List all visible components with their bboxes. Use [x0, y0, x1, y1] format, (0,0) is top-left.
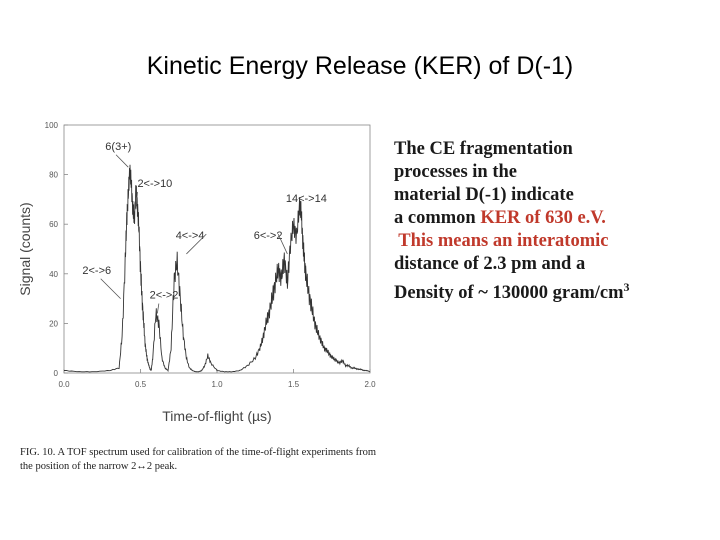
cube-superscript: 3	[623, 280, 630, 294]
y-tick-label: 80	[49, 171, 58, 180]
text-line-7-pre: Density of ~ 130000 gram/cm	[394, 283, 624, 304]
y-axis-label: Signal (counts)	[17, 202, 33, 295]
x-tick-label: 0.5	[135, 380, 147, 389]
text-line-5: This means an interatomic	[394, 230, 714, 253]
tof-spectrum-figure: 0 20 40 60 80 100 0.0 0.5 1.0 1.5 2.0 6(3+) 2<->10…	[14, 112, 382, 484]
y-tick-label: 60	[49, 220, 58, 229]
text-line-1: The CE fragmentation	[394, 139, 573, 159]
annotation-14-14: 14<->14	[286, 193, 327, 205]
plot-frame	[63, 124, 371, 374]
y-tick-label: 40	[49, 270, 58, 279]
text-line-5-text: This means an interatomic	[394, 231, 609, 251]
x-tick-label: 1.5	[288, 380, 300, 389]
annotation-arrow	[135, 191, 138, 210]
text-line-4-pre: a common	[394, 208, 481, 228]
x-tick-label: 0.0	[58, 380, 70, 389]
slide-title: Kinetic Energy Release (KER) of D(-1)	[146, 52, 574, 80]
tof-trace-line	[64, 164, 371, 373]
text-line-7: Density of ~ 130000 gram/cm3	[394, 276, 714, 305]
annotation-arrow	[186, 233, 207, 255]
x-tick-label: 1.0	[211, 380, 223, 389]
y-tick-label: 100	[45, 121, 59, 130]
annotation-2-6: 2<->6	[82, 265, 111, 277]
text-line-3: material D(-1) indicate	[394, 185, 574, 205]
annotation-arrow	[156, 303, 160, 314]
ker-value-highlight: KER of 630 e.V.	[480, 208, 606, 228]
text-line-6: distance of 2.3 pm and a	[394, 254, 586, 274]
annotation-arrow	[100, 278, 121, 299]
text-line-2: processes in the	[394, 162, 517, 182]
text-line-4: a common KER of 630 e.V.	[394, 207, 714, 230]
annotation-2-2: 2<->2	[150, 290, 179, 302]
annotation-6-2: 6<->2	[254, 230, 283, 242]
caption-text: A TOF spectrum used for calibration of t…	[20, 447, 376, 472]
caption-label: FIG. 10.	[20, 447, 56, 458]
tof-spectrum-chart: 0 20 40 60 80 100 0.0 0.5 1.0 1.5 2.0 6(3+) 2<->10…	[17, 121, 376, 424]
y-tick-label: 0	[54, 369, 59, 378]
annotation-4-4: 4<->4	[176, 230, 205, 242]
annotation-arrow	[277, 233, 288, 255]
annotation-arrow	[115, 154, 129, 168]
annotation-2-10: 2<->10	[137, 178, 172, 190]
annotation-6-3plus: 6(3+)	[105, 141, 131, 153]
figure-caption: FIG. 10. A TOF spectrum used for calibra…	[20, 446, 376, 474]
y-tick-label: 20	[49, 319, 58, 328]
x-axis-label: Time-of-flight (µs)	[162, 408, 271, 424]
explanation-text: The CE fragmentation processes in the ma…	[394, 138, 714, 305]
x-tick-label: 2.0	[364, 380, 376, 389]
